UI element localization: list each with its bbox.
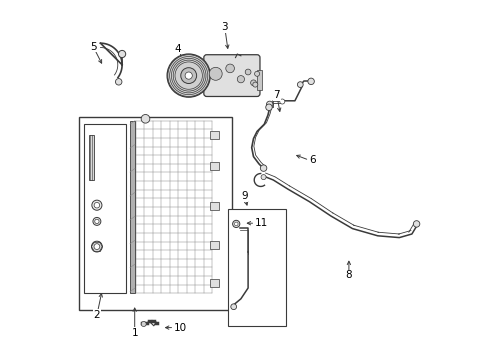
FancyBboxPatch shape: [203, 55, 260, 96]
Circle shape: [412, 221, 419, 227]
Circle shape: [237, 76, 244, 83]
Circle shape: [209, 67, 222, 80]
Circle shape: [307, 78, 314, 85]
Circle shape: [94, 202, 100, 208]
Circle shape: [260, 165, 266, 171]
Text: 8: 8: [345, 270, 351, 280]
Bar: [256, 70, 262, 90]
Circle shape: [261, 175, 265, 180]
Bar: [228, 209, 285, 326]
Circle shape: [115, 78, 122, 85]
Circle shape: [297, 82, 303, 87]
Text: 5: 5: [90, 42, 97, 52]
Circle shape: [95, 219, 99, 224]
Text: 9: 9: [241, 191, 247, 201]
Text: 11: 11: [255, 218, 268, 228]
Circle shape: [185, 72, 192, 79]
Text: 6: 6: [309, 155, 315, 165]
Circle shape: [266, 101, 272, 108]
Text: 10: 10: [174, 323, 187, 333]
Circle shape: [93, 217, 101, 225]
Text: 7: 7: [273, 90, 280, 100]
Circle shape: [279, 99, 284, 104]
Circle shape: [232, 220, 239, 228]
Circle shape: [94, 244, 100, 249]
Bar: [79, 117, 231, 310]
Bar: [130, 121, 135, 293]
Bar: [210, 241, 219, 249]
Text: 1: 1: [131, 328, 138, 338]
Circle shape: [254, 71, 259, 76]
Circle shape: [265, 104, 272, 111]
Circle shape: [252, 82, 257, 87]
Circle shape: [250, 80, 256, 86]
Circle shape: [118, 50, 125, 58]
Text: 3: 3: [221, 22, 227, 32]
Bar: [210, 279, 219, 287]
Circle shape: [230, 304, 236, 310]
Circle shape: [91, 241, 102, 252]
Bar: [89, 135, 94, 180]
Circle shape: [167, 54, 210, 97]
Circle shape: [234, 222, 238, 226]
Text: 4: 4: [174, 44, 181, 54]
Bar: [84, 124, 125, 293]
Bar: [210, 131, 219, 139]
Circle shape: [92, 200, 102, 210]
Circle shape: [141, 321, 146, 327]
Circle shape: [141, 114, 149, 123]
Bar: [210, 162, 219, 170]
Circle shape: [225, 64, 234, 73]
Circle shape: [181, 68, 196, 84]
Circle shape: [244, 69, 250, 75]
Text: 2: 2: [93, 310, 100, 320]
Bar: [210, 202, 219, 210]
